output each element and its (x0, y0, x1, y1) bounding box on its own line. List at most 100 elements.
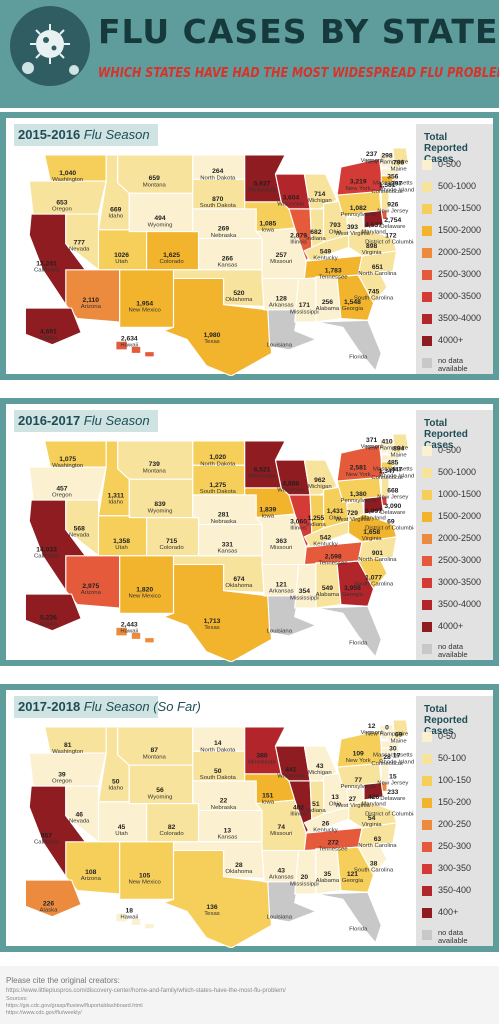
state-ct (380, 747, 394, 756)
virus-icon (10, 6, 90, 86)
state-nm (119, 269, 175, 328)
state-name: Oregon (52, 493, 72, 499)
legend-label: 2500-3000 (438, 269, 482, 279)
state-name: Georgia (342, 592, 364, 598)
state-name: California (34, 554, 60, 560)
state-value: 28 (235, 862, 243, 869)
state-name: Michigan (308, 198, 332, 204)
state-value: 714 (314, 191, 326, 198)
season-card: 2016-2017 Flu Season Total Reported Cases… (6, 404, 493, 663)
season-text: Flu Season (83, 699, 150, 714)
cdc-link-dashboard[interactable]: https://gis.cdc.gov/grasp/fluview/flupor… (6, 1003, 143, 1009)
state-name: Delaware (380, 796, 405, 802)
state-name: North Dakota (200, 748, 236, 754)
state-name: California (34, 840, 60, 846)
state-name: Hawaii (120, 915, 138, 921)
state-value: 894 (393, 446, 405, 453)
footer: Please cite the original creators: https… (0, 966, 499, 1024)
state-value: 653 (56, 200, 68, 207)
state-value: 651 (372, 264, 384, 271)
state-name: Montana (143, 468, 167, 474)
legend-swatch (422, 248, 432, 258)
state-name: District of Columbia (365, 240, 414, 246)
state-name: Texas (204, 911, 220, 917)
legend: Total Reported Cases 0-500 500-1000 1000-15… (416, 124, 493, 374)
state-hi (115, 626, 155, 644)
state-value: 669 (110, 207, 122, 214)
legend-swatch (422, 732, 432, 742)
state-value: 1,075 (59, 456, 76, 463)
state-name: Georgia (342, 306, 364, 312)
state-ny (336, 157, 384, 196)
state-me (392, 719, 409, 742)
state-hi (115, 340, 155, 358)
state-value: 410 (381, 439, 393, 446)
us-map: 1,040 Washington 653 Oregon 12,241 California… (10, 147, 418, 377)
legend-swatch (422, 754, 432, 764)
state-name: North Carolina (358, 271, 397, 277)
legend-swatch (422, 226, 432, 236)
state-value: 494 (154, 215, 166, 222)
state-name: Vermont (361, 730, 384, 736)
state-value: 233 (387, 789, 399, 796)
state-label-fl: Florida (349, 355, 368, 361)
state-name: New Jersey (377, 781, 408, 787)
state-value: 26 (322, 821, 330, 828)
state-value: 256 (322, 299, 334, 306)
state-name: South Dakota (200, 775, 237, 781)
state-name: Alaska (40, 622, 59, 628)
legend-label: 1500-2000 (438, 511, 482, 521)
state-value: 257 (276, 252, 288, 259)
season-years: 2017-2018 (18, 699, 81, 714)
state-value: 269 (218, 226, 230, 233)
state-name: North Dakota (200, 176, 236, 182)
state-label-la: Louisiana (267, 343, 293, 349)
season-label: 2015-2016 Flu Season (14, 124, 158, 146)
source-link[interactable]: https://www.littlepluspros.com/discovery… (6, 988, 286, 994)
state-name: Wisconsin (277, 488, 304, 494)
state-name: New Mexico (128, 308, 160, 314)
state-value: 363 (276, 538, 288, 545)
state-value: 3,604 (282, 195, 299, 202)
state-value: 1,040 (59, 170, 76, 177)
page-subtitle: WHICH STATES HAVE HAD THE MOST WIDESPREA… (98, 66, 499, 81)
state-name: Kansas (217, 263, 237, 269)
state-name: Colorado (160, 259, 184, 265)
state-name: Minnesota (248, 474, 276, 480)
cdc-link-weekly[interactable]: https://www.cdc.gov/flu/weekly/ (6, 1010, 82, 1016)
legend-swatch (422, 776, 432, 786)
state-name: Washington (52, 177, 83, 183)
state-name: North Dakota (200, 462, 236, 468)
state-ms (294, 564, 317, 609)
state-value: 457 (56, 486, 68, 493)
state-value: 136 (206, 904, 218, 911)
state-value: 20 (301, 875, 309, 882)
state-me (392, 433, 409, 456)
state-value: 13 (224, 828, 232, 835)
